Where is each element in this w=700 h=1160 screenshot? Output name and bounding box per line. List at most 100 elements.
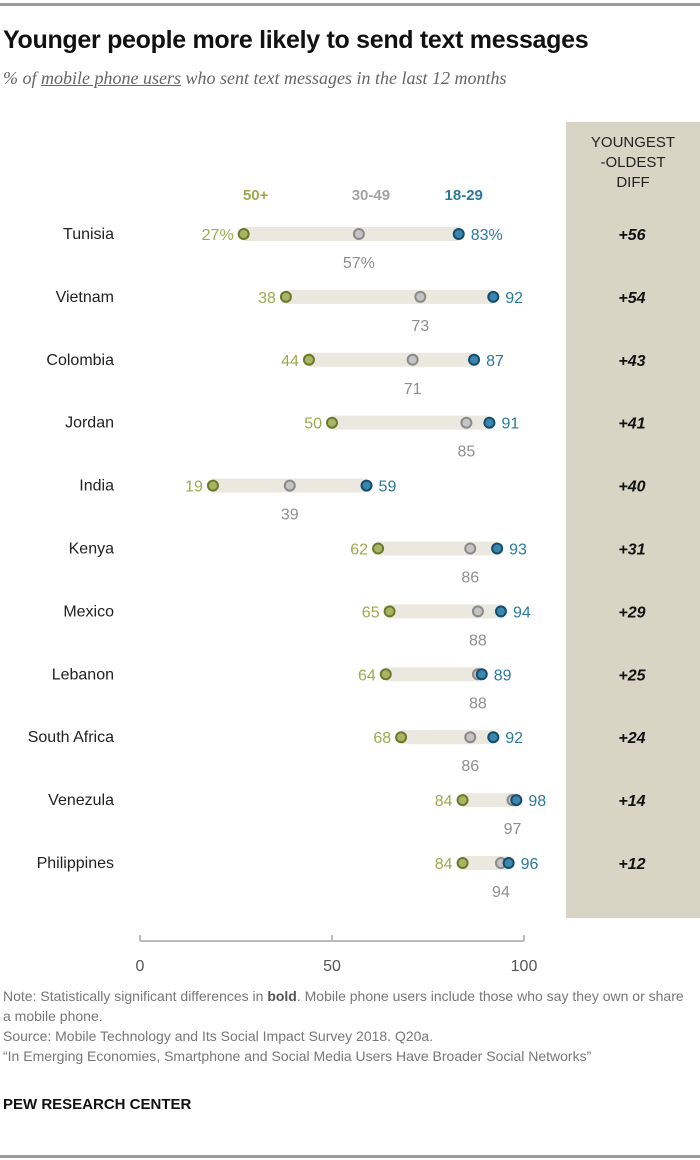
value-label-30-49: 85 [458,444,476,461]
value-label-50-plus: 65 [362,604,380,621]
x-tick-label: 50 [323,958,341,975]
value-label-30-49: 88 [469,695,487,712]
value-label-50-plus: 27% [202,227,234,244]
country-label: Jordan [65,415,114,432]
value-label-18-29: 92 [505,290,523,307]
x-tick-label: 0 [136,958,145,975]
value-label-50-plus: 68 [373,730,391,747]
dot-age_50_plus [302,353,315,366]
diff-column-header: YOUNGEST -OLDEST DIFF [590,134,676,191]
value-label-50-plus: 38 [258,290,276,307]
dot-age_50_plus [326,416,338,429]
value-label-30-49: 97 [504,821,522,838]
dot-age_30_49 [464,731,477,744]
subtitle-link[interactable]: mobile phone users [41,68,181,88]
range-bar [401,730,494,745]
source-text: Source: Mobile Technology and Its Social… [3,1028,434,1044]
legend-label-age_50_plus: 50+ [243,187,269,204]
value-label-30-49: 86 [461,758,479,775]
diff-value: +29 [618,604,645,621]
value-label-30-49: 94 [492,884,510,901]
legend-label-age_30_49: 30-49 [352,187,390,204]
value-label-30-49: 39 [281,507,299,524]
value-label-30-49: 71 [404,381,422,398]
value-label-50-plus: 84 [435,793,453,810]
dot-age_18_29 [494,605,507,618]
diff-value: +24 [618,730,645,747]
dot-age_30_49 [460,416,473,429]
dot-age_30_49 [414,290,427,303]
value-label-50-plus: 84 [435,856,453,873]
dot-age_50_plus [372,542,385,555]
dot-age_50_plus [395,731,408,744]
diff-column-background [566,122,700,918]
value-label-18-29: 93 [509,542,527,559]
range-bar [243,227,459,241]
value-label-18-29: 59 [379,479,397,496]
country-label: South Africa [28,729,114,746]
country-label: Tunisia [63,226,114,243]
diff-value: +43 [618,353,645,370]
range-bar [462,793,517,808]
dot-age_18_29 [487,290,500,303]
range-bar [285,289,494,304]
diff-value: +40 [618,479,645,496]
value-label-18-29: 87 [486,353,504,370]
range-bar [385,667,482,682]
range-bar [332,415,490,430]
diff-value: +31 [618,542,645,559]
value-label-30-49: 88 [469,632,487,649]
dot-plot: 50+ 30-49 18-29 Tunisia 27% 57% 83% +56 Vietnam 3… [28,187,647,975]
dot-age_18_29 [510,794,523,807]
dot-age_50_plus [456,794,469,807]
diff-value: +41 [618,416,645,433]
x-tick-label: 100 [511,958,538,975]
dot-age_18_29 [483,416,496,429]
country-label: Venezula [48,792,114,809]
country-label: Kenya [69,541,114,558]
dot-age_50_plus [279,290,292,303]
diff-value: +25 [618,667,646,684]
dot-age_50_plus [383,605,396,618]
country-label: Philippines [37,855,114,872]
dot-age_50_plus [237,228,250,240]
dot-age_18_29 [491,542,504,555]
value-label-18-29: 89 [494,667,512,684]
dot-age_18_29 [475,668,488,681]
dot-age_30_49 [471,605,484,618]
chart-title: Younger people more likely to send text … [3,26,589,54]
value-label-18-29: 92 [505,730,523,747]
value-label-50-plus: 50 [304,416,322,433]
notes: Note: Statistically significant differen… [3,986,693,1066]
subtitle-prefix: % of [3,68,41,88]
value-label-30-49: 86 [461,570,479,587]
diff-value: +56 [618,227,645,244]
value-label-18-29: 96 [521,856,539,873]
bottom-rule [0,1155,700,1158]
country-label: Mexico [63,603,114,620]
value-label-50-plus: 62 [350,542,368,559]
value-label-30-49: 73 [411,318,429,335]
range-bar [378,541,498,556]
value-label-18-29: 98 [528,793,546,810]
dot-age_50_plus [456,857,469,869]
legend-label-age_18_29: 18-29 [445,187,483,204]
value-label-30-49: 57% [343,255,375,272]
value-label-18-29: 94 [513,604,531,621]
value-label-18-29: 83% [471,227,503,244]
note-text: Note: Statistically significant differen… [3,988,684,1024]
diff-value: +12 [618,856,645,873]
dot-age_18_29 [452,228,465,240]
country-label: Vietnam [56,289,114,306]
value-label-50-plus: 64 [358,667,376,684]
country-label: Lebanon [52,666,114,683]
brand-logo-text: PEW RESEARCH CENTER [3,1096,192,1113]
top-rule [0,3,700,6]
country-label: India [79,478,114,495]
value-label-50-plus: 19 [185,479,203,496]
dot-age_50_plus [379,668,392,681]
diff-value: +54 [618,290,645,307]
dot-age_18_29 [487,731,500,744]
range-bar [389,604,501,619]
range-bar [308,352,475,367]
